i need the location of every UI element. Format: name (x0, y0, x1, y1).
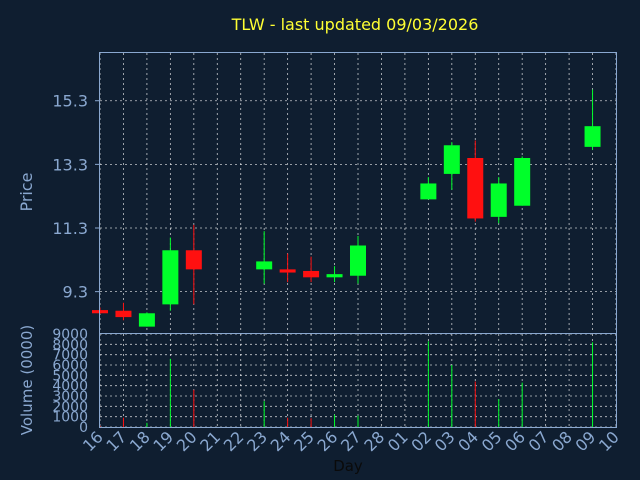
price-y-tick-labels: 9.3 11.3 13.3 15.3 (52, 92, 100, 302)
candle-body (185, 250, 202, 270)
price-y-tick-label: 15.3 (52, 92, 88, 111)
price-y-tick-label: 9.3 (63, 283, 88, 302)
volume-axis-label: Volume (0000) (18, 325, 36, 435)
candle-25 (303, 256, 320, 283)
volume-y-tick-label: 6000 (52, 358, 88, 374)
candle-05 (490, 177, 507, 224)
x-tick-label: 10 (595, 427, 623, 455)
candle-body (326, 274, 343, 278)
candle-body (350, 245, 366, 276)
candle-body (138, 313, 155, 327)
price-axis-label: Price (17, 172, 36, 211)
volume-y-tick-label: 1000 (52, 410, 88, 426)
price-y-tick-label: 13.3 (52, 155, 88, 174)
price-panel: 9.3 11.3 13.3 15.3 Price (17, 52, 617, 334)
volume-y-tick-label: 0 (79, 420, 88, 436)
price-candles (92, 89, 601, 327)
x-tick-labels: 1617181920212223242526272801020304050607… (79, 427, 623, 455)
candle-18 (138, 312, 155, 327)
volume-panel-frame (99, 333, 617, 428)
candle-27 (350, 235, 366, 284)
candle-body (162, 250, 179, 305)
candle-17 (115, 302, 132, 321)
candle-02 (420, 177, 437, 200)
candle-20 (185, 224, 202, 305)
candle-body (256, 261, 273, 270)
candle-19 (162, 237, 179, 311)
x-axis-label: Day (333, 457, 363, 475)
price-y-tick-label: 11.3 (52, 219, 88, 238)
volume-y-tick-label: 8000 (52, 337, 88, 353)
candle-body (443, 145, 460, 174)
volume-y-tick-label: 5000 (52, 368, 88, 384)
candle-body (115, 310, 132, 318)
candle-body (467, 158, 484, 219)
chart-title: TLW - last updated 09/03/2026 (231, 15, 479, 34)
candle-03 (443, 142, 460, 190)
candle-body (490, 183, 507, 217)
volume-y-tick-label: 2000 (52, 399, 88, 415)
candle-body (279, 269, 296, 273)
candle-24 (279, 253, 296, 283)
volume-y-tick-label: 4000 (52, 379, 88, 395)
volume-y-tick-label: 7000 (52, 348, 88, 364)
candle-06 (514, 156, 531, 206)
volume-bars (99, 341, 594, 427)
candle-body (514, 158, 531, 206)
candle-body (584, 126, 601, 147)
candle-23 (256, 231, 273, 284)
volume-y-tick-label: 9000 (52, 327, 88, 343)
candle-04 (467, 140, 484, 222)
volume-y-tick-label: 3000 (52, 389, 88, 405)
candle-body (303, 270, 320, 278)
candle-09 (584, 89, 601, 151)
candle-26 (326, 266, 343, 283)
volume-gridlines (99, 333, 617, 428)
candle-body (420, 183, 437, 200)
